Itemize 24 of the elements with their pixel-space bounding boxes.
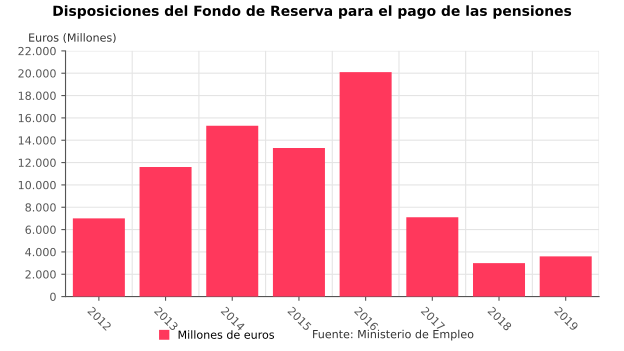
chart-title: Disposiciones del Fondo de Reserva para el pago de las pensiones bbox=[53, 5, 572, 19]
bar bbox=[540, 256, 592, 297]
y-tick-label: 0 bbox=[50, 292, 56, 301]
bar bbox=[406, 217, 458, 297]
y-axis-title: Euros (Millones) bbox=[29, 33, 116, 44]
bar bbox=[472, 263, 526, 297]
y-tick-label: 16.000 bbox=[18, 114, 56, 122]
legend-label: Millones de euros bbox=[178, 330, 274, 339]
bar bbox=[272, 148, 325, 297]
y-tick-label: 14.000 bbox=[18, 136, 56, 145]
y-tick-label: 20.000 bbox=[18, 69, 56, 78]
bar bbox=[140, 167, 192, 297]
bar bbox=[72, 218, 125, 297]
bar bbox=[340, 72, 392, 297]
y-tick-label: 10.000 bbox=[18, 180, 56, 190]
y-tick-label: 2.000 bbox=[25, 270, 56, 279]
y-tick-label: 4.000 bbox=[25, 248, 56, 256]
y-tick-label: 6.000 bbox=[25, 226, 56, 234]
bar bbox=[206, 126, 258, 297]
y-tick-label: 18.000 bbox=[18, 92, 56, 100]
y-tick-label: 12.000 bbox=[18, 158, 56, 167]
y-tick-label: 8.000 bbox=[25, 203, 56, 212]
source-note: Fuente: Ministerio de Empleo bbox=[313, 330, 474, 340]
y-tick-label: 22.000 bbox=[18, 46, 56, 56]
